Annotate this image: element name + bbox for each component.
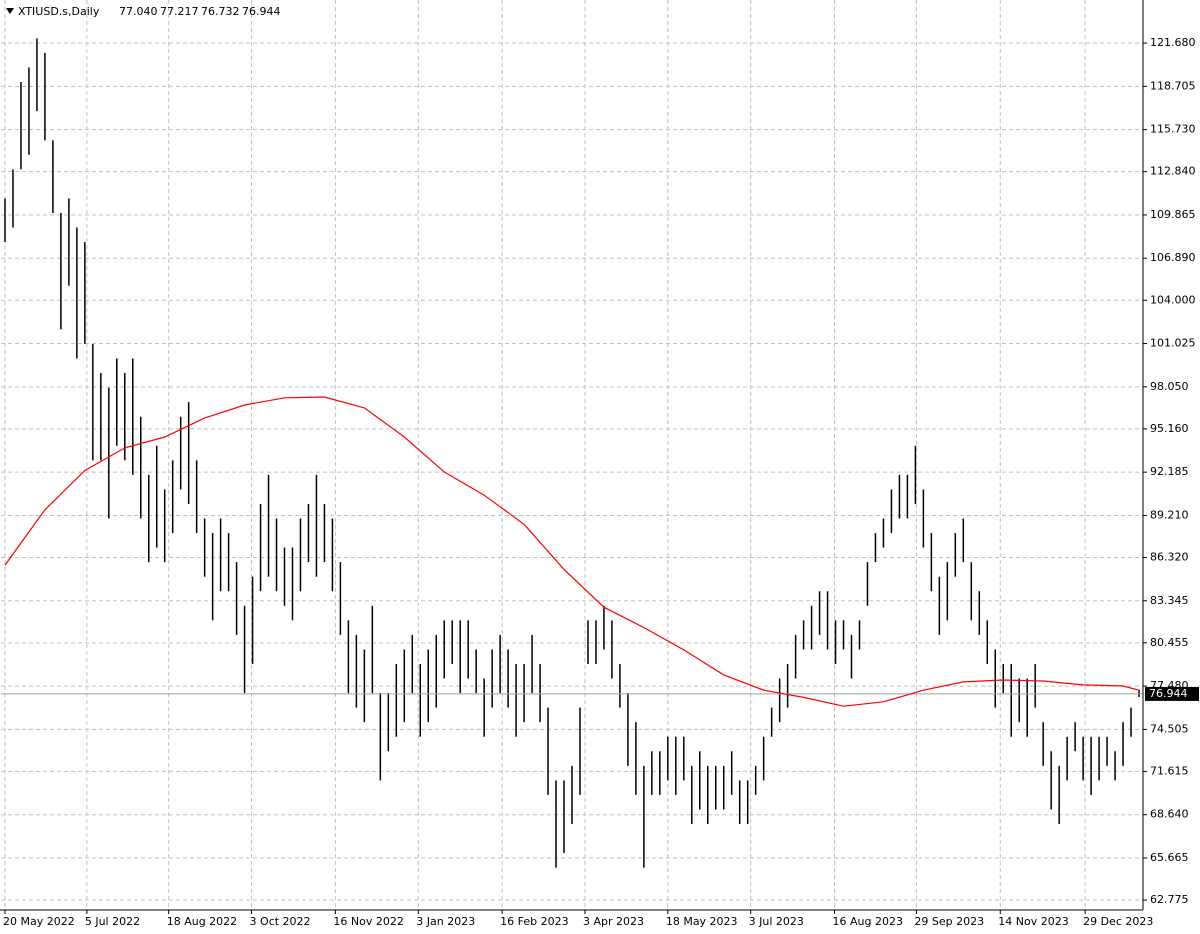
- y-tick-label: 92.185: [1150, 465, 1189, 478]
- x-tick-label: 3 Oct 2022: [250, 915, 311, 928]
- y-tick-label: 89.210: [1150, 508, 1189, 521]
- y-tick-label: 118.705: [1150, 79, 1196, 92]
- x-tick-label: 3 Apr 2023: [583, 915, 644, 928]
- y-tick-label: 74.505: [1150, 722, 1189, 735]
- y-tick-label: 62.775: [1150, 893, 1189, 906]
- x-tick-label: 16 Nov 2022: [333, 915, 403, 928]
- x-tick-label: 16 Aug 2023: [833, 915, 903, 928]
- price-label-box: [1145, 686, 1199, 701]
- y-tick-label: 109.865: [1150, 208, 1196, 221]
- y-tick-label: 80.455: [1150, 636, 1189, 649]
- x-tick-label: 29 Dec 2023: [1083, 915, 1153, 928]
- quote-open: 77.040: [119, 5, 158, 18]
- x-tick-label: 18 May 2023: [666, 915, 738, 928]
- menu-arrow[interactable]: [6, 8, 14, 14]
- x-tick-label: 18 Aug 2022: [167, 915, 237, 928]
- y-tick-label: 83.345: [1150, 594, 1189, 607]
- quote-close: 76.944: [242, 5, 281, 18]
- y-tick-label: 65.665: [1150, 851, 1189, 864]
- y-tick-label: 95.160: [1150, 422, 1189, 435]
- y-tick-label: 101.025: [1150, 337, 1196, 350]
- y-tick-label: 104.000: [1150, 293, 1196, 306]
- x-tick-label: 3 Jul 2023: [749, 915, 804, 928]
- y-tick-label: 86.320: [1150, 550, 1189, 563]
- x-tick-label: 3 Jan 2023: [416, 915, 475, 928]
- y-tick-label: 121.680: [1150, 36, 1196, 49]
- x-tick-label: 29 Sep 2023: [914, 915, 984, 928]
- y-tick-label: 71.615: [1150, 764, 1189, 777]
- x-tick-label: 14 Nov 2023: [998, 915, 1068, 928]
- x-tick-label: 16 Feb 2023: [500, 915, 568, 928]
- moving-average: [4, 396, 1140, 707]
- y-tick-label: 68.640: [1150, 808, 1189, 821]
- quote-low: 76.732: [201, 5, 240, 18]
- x-tick-label: 20 May 2022: [3, 915, 75, 928]
- y-tick-label: 106.890: [1150, 251, 1196, 264]
- y-tick-label: 98.050: [1150, 380, 1189, 393]
- quote-high: 77.217: [160, 5, 199, 18]
- x-tick-label: 5 Jul 2022: [85, 915, 140, 928]
- y-tick-label: 115.730: [1150, 123, 1196, 136]
- chart-title: XTIUSD.s,Daily: [18, 5, 100, 18]
- price-label: 76.944: [1149, 687, 1188, 700]
- y-tick-label: 112.840: [1150, 165, 1196, 178]
